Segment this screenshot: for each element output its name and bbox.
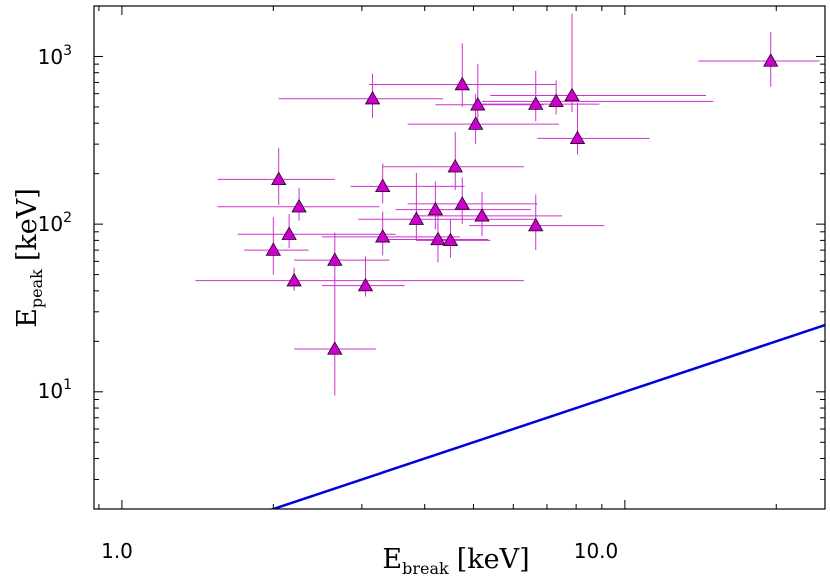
data-point-triangle	[467, 116, 484, 130]
data-point-triangle	[454, 196, 470, 210]
x-axis-title: Ebreak [keV]	[382, 544, 529, 578]
x-tick-labels: 1.0 10.0	[101, 539, 618, 563]
data-point-triangle	[291, 198, 307, 213]
data-point-triangle	[271, 171, 287, 185]
errorbar-layer	[195, 13, 820, 396]
data-point-triangle	[564, 87, 580, 102]
equality-line	[269, 323, 825, 509]
data-point-triangle	[442, 232, 459, 247]
data-point-triangle	[327, 252, 343, 266]
data-point-triangle	[763, 53, 779, 67]
data-point-triangle	[474, 208, 490, 222]
data-point-triangle	[454, 76, 470, 91]
data-point-triangle	[569, 130, 586, 144]
x-tick-label: 1.0	[101, 539, 133, 563]
plot-area-frame	[93, 5, 826, 510]
data-point-triangle	[408, 211, 425, 225]
data-point-triangle	[286, 272, 302, 287]
line-layer	[269, 323, 825, 509]
data-point-triangle	[430, 231, 446, 246]
data-point-triangle	[528, 96, 544, 110]
data-point-triangle	[327, 341, 343, 355]
y-tick-labels: 101 102 103	[38, 43, 72, 403]
tick-layer	[94, 5, 825, 510]
data-point-triangle	[265, 242, 282, 256]
x-tick-label: 10.0	[574, 539, 619, 563]
data-point-triangle	[470, 96, 486, 111]
data-point-triangle	[447, 158, 463, 173]
data-point-triangle	[375, 178, 391, 193]
data-point-triangle	[357, 277, 374, 292]
data-point-triangle	[548, 93, 564, 107]
data-point-triangle	[364, 90, 381, 105]
data-point-triangle	[281, 226, 297, 240]
y-tick-label: 102	[38, 210, 72, 236]
data-point-triangle	[528, 217, 544, 232]
data-point-triangle	[427, 201, 444, 216]
data-point-triangle	[375, 229, 391, 243]
y-axis-title: Epeak[keV]	[12, 188, 46, 328]
y-tick-label: 103	[38, 43, 72, 69]
marker-layer	[265, 53, 779, 355]
y-tick-label: 101	[38, 377, 72, 403]
